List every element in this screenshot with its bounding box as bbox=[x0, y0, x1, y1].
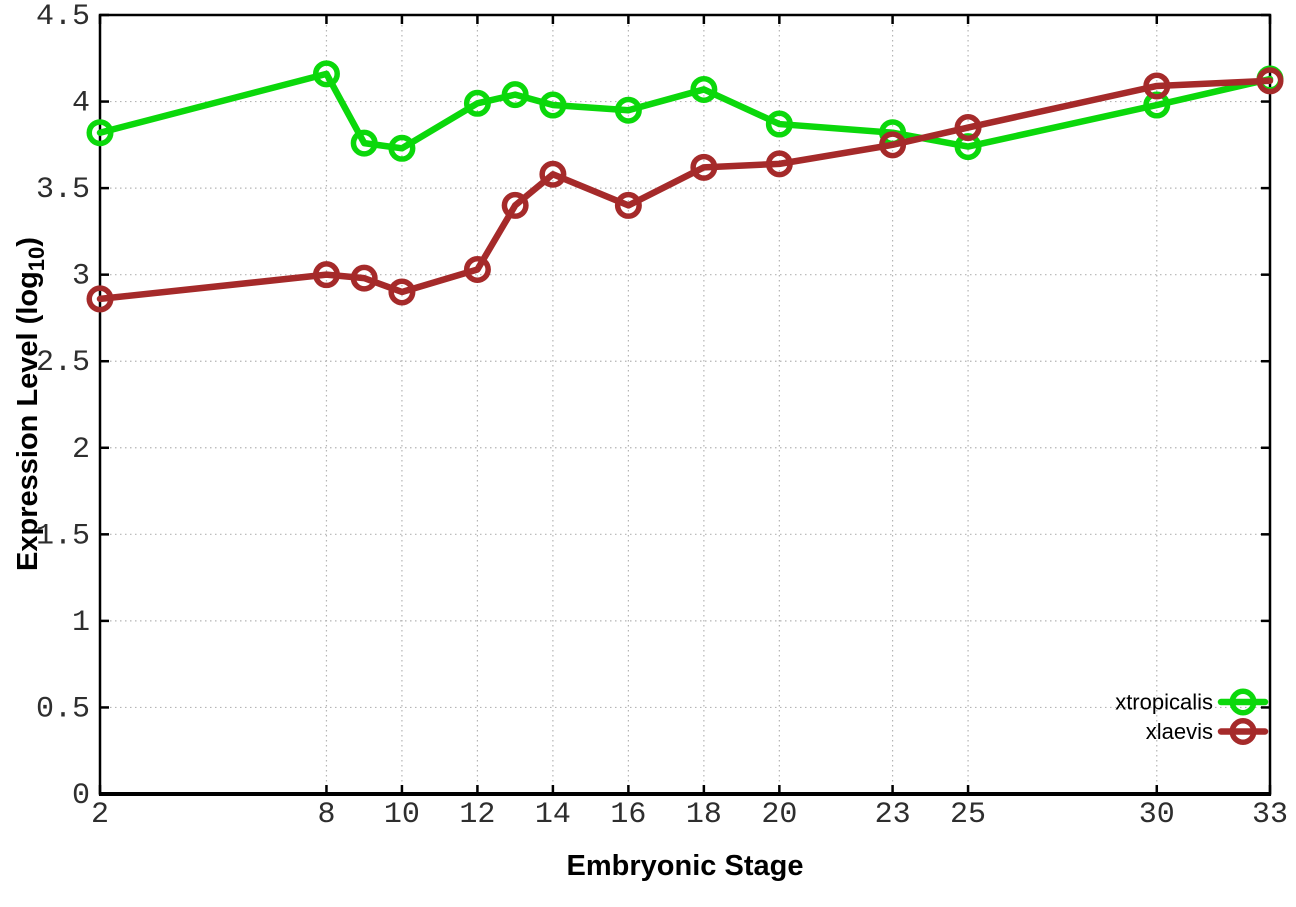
legend-entry-xtropicalis: xtropicalis bbox=[1115, 688, 1269, 716]
x-tick-label: 8 bbox=[317, 798, 335, 832]
y-axis-title-main: Expression Level (log bbox=[12, 271, 44, 571]
y-tick-label: 3.5 bbox=[36, 173, 90, 207]
data-point-xlaevis bbox=[1256, 67, 1284, 95]
data-point-xlaevis bbox=[86, 285, 114, 313]
series-xtropicalis bbox=[86, 60, 1284, 162]
y-tick-label: 1 bbox=[72, 606, 90, 640]
data-point-xtropicalis bbox=[463, 89, 491, 117]
data-point-xtropicalis bbox=[614, 96, 642, 124]
data-point-xlaevis bbox=[954, 114, 982, 142]
x-tick-label: 12 bbox=[459, 798, 495, 832]
series-xlaevis bbox=[86, 67, 1284, 313]
x-tick-label: 25 bbox=[950, 798, 986, 832]
x-tick-label: 14 bbox=[535, 798, 571, 832]
series-line-xlaevis bbox=[96, 77, 1274, 303]
y-tick-label: 3 bbox=[72, 260, 90, 294]
y-axis-title-subscript: 10 bbox=[24, 247, 49, 271]
legend-marker-xlaevis bbox=[1229, 718, 1257, 745]
legend-layer: xtropicalis xlaevis bbox=[1115, 688, 1269, 745]
x-tick-label: 23 bbox=[875, 798, 911, 832]
x-tick-label: 10 bbox=[384, 798, 420, 832]
data-point-xlaevis bbox=[350, 264, 378, 292]
data-point-xtropicalis bbox=[539, 91, 567, 119]
legend-label-xtropicalis: xtropicalis bbox=[1115, 690, 1213, 715]
data-point-xtropicalis bbox=[350, 129, 378, 157]
y-tick-label: 2 bbox=[72, 433, 90, 467]
data-point-xlaevis bbox=[690, 153, 718, 181]
data-point-xlaevis bbox=[1143, 72, 1171, 100]
data-point-xtropicalis bbox=[312, 60, 340, 88]
x-tick-label: 30 bbox=[1139, 798, 1175, 832]
plot-border bbox=[98, 13, 1272, 796]
data-point-xlaevis bbox=[539, 160, 567, 188]
x-axis-title: Embryonic Stage bbox=[567, 850, 804, 882]
series-layer bbox=[86, 60, 1284, 313]
y-tick-label: 4.5 bbox=[36, 0, 90, 34]
data-point-xlaevis bbox=[614, 191, 642, 219]
x-tick-label: 33 bbox=[1252, 798, 1288, 832]
data-point-xtropicalis bbox=[86, 119, 114, 147]
y-axis-title-end: ) bbox=[12, 237, 44, 247]
y-tick-label: 0.5 bbox=[36, 692, 90, 726]
data-point-xtropicalis bbox=[388, 134, 416, 162]
data-point-xlaevis bbox=[463, 255, 491, 283]
data-point-xtropicalis bbox=[765, 110, 793, 138]
tick-layer bbox=[98, 13, 1272, 796]
legend-label-xlaevis: xlaevis bbox=[1146, 719, 1213, 744]
x-tick-label: 16 bbox=[610, 798, 646, 832]
data-point-xlaevis bbox=[501, 191, 529, 219]
y-axis-title: Expression Level (log10) bbox=[12, 237, 49, 571]
axis-border-layer bbox=[98, 13, 1272, 796]
series-line-xtropicalis bbox=[96, 70, 1274, 152]
x-tick-label: 20 bbox=[761, 798, 797, 832]
tick-label-layer: 2 8 10 12 14 16 18 20 23 25 30 33 0 0.5 1 1.5 2 2.5 3 3.5 4 4… bbox=[36, 0, 1288, 832]
data-point-xtropicalis bbox=[501, 81, 529, 109]
y-tick-label: 4 bbox=[72, 87, 90, 121]
data-point-xtropicalis bbox=[690, 75, 718, 103]
x-tick-label: 2 bbox=[91, 798, 109, 832]
x-tick-label: 18 bbox=[686, 798, 722, 832]
data-point-xlaevis bbox=[879, 131, 907, 159]
legend-marker-xtropicalis bbox=[1229, 688, 1257, 716]
data-point-xlaevis bbox=[765, 150, 793, 178]
grid-layer bbox=[100, 15, 1270, 794]
legend-entry-xlaevis: xlaevis bbox=[1146, 718, 1269, 745]
data-point-xlaevis bbox=[388, 278, 416, 306]
data-point-xlaevis bbox=[312, 261, 340, 289]
y-tick-label: 1.5 bbox=[36, 519, 90, 553]
y-tick-label: 2.5 bbox=[36, 346, 90, 380]
y-tick-label: 0 bbox=[72, 779, 90, 813]
